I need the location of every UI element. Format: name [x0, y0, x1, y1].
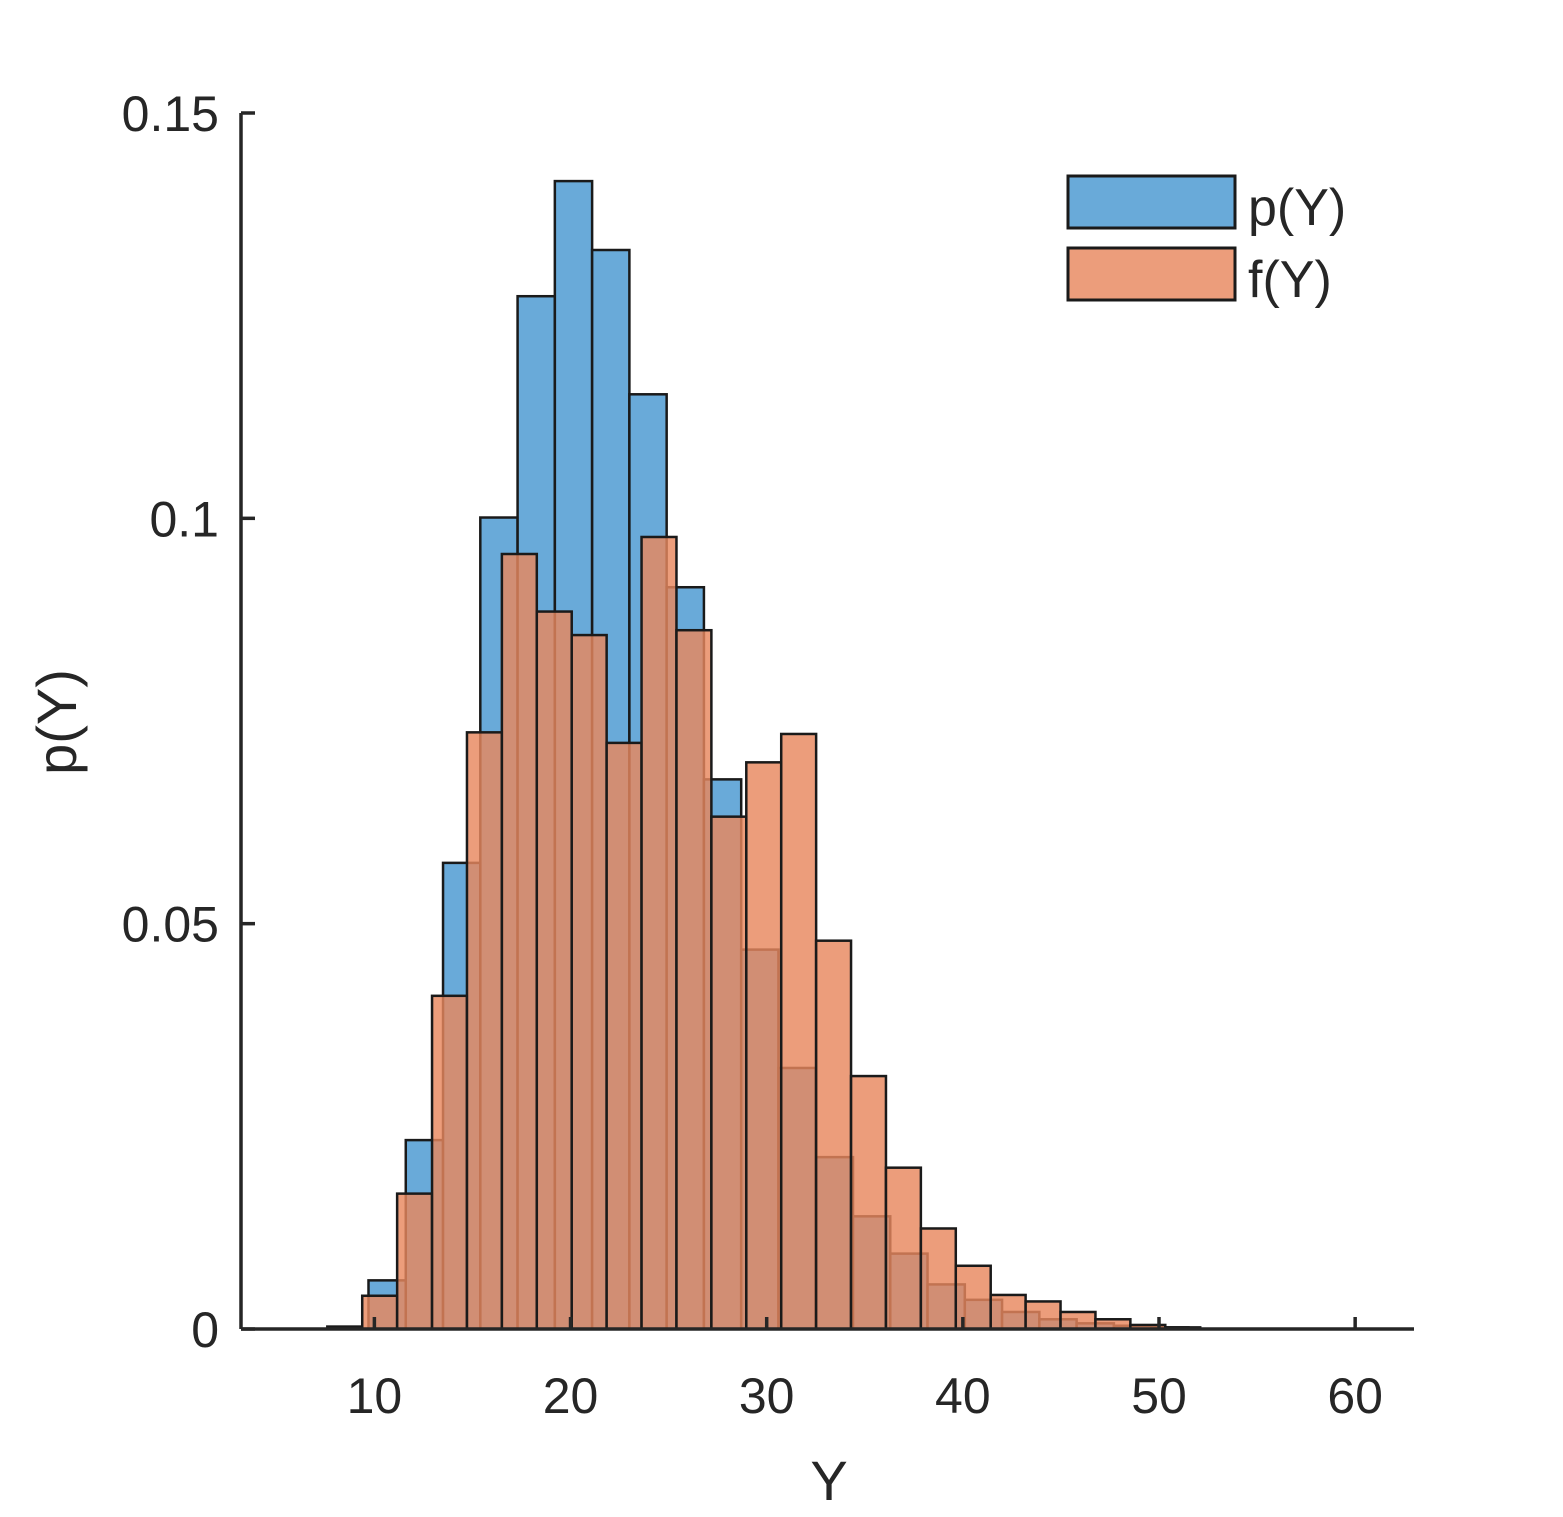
legend-swatch-p: [1066, 174, 1237, 230]
bars-layer: [326, 179, 1202, 1331]
bar: [779, 732, 818, 1331]
bar: [675, 628, 713, 1331]
bar: [430, 994, 469, 1331]
y-tick-label: 0: [191, 1302, 219, 1358]
axes-layer: [239, 113, 1414, 1331]
x-tick-label: 30: [739, 1368, 795, 1424]
x-axis-label: Y: [810, 1449, 847, 1512]
legend-label-f: f(Y): [1248, 251, 1332, 309]
bar: [954, 1264, 992, 1331]
y-tick-label: 0.15: [122, 86, 219, 142]
x-tick-label: 40: [935, 1368, 991, 1424]
legend-label-p: p(Y): [1248, 179, 1346, 237]
bar: [605, 741, 643, 1331]
bar: [919, 1227, 958, 1331]
y-tick-label: 0.05: [122, 897, 219, 953]
bar: [465, 731, 504, 1331]
bar: [745, 761, 783, 1331]
bar: [989, 1293, 1027, 1331]
x-tick-label: 20: [543, 1368, 599, 1424]
bar: [535, 610, 573, 1331]
bar: [884, 1166, 923, 1331]
legend: p(Y) f(Y): [1066, 174, 1346, 309]
x-tick-label: 50: [1131, 1368, 1187, 1424]
bar: [360, 1294, 399, 1331]
bar: [849, 1074, 888, 1331]
bar: [395, 1192, 434, 1331]
bar: [710, 815, 748, 1331]
bar: [640, 535, 678, 1331]
x-tick-label: 10: [347, 1368, 403, 1424]
x-tick-label: 60: [1327, 1368, 1383, 1424]
bar: [1059, 1310, 1097, 1331]
bar: [814, 939, 853, 1331]
bar: [500, 552, 539, 1331]
bar: [570, 633, 608, 1331]
legend-swatch-f: [1066, 246, 1237, 302]
ticks-layer: 10 20 30 40 50 60 0 0.05 0.1 0.15: [122, 86, 1383, 1424]
y-tick-label: 0.1: [149, 491, 219, 547]
bar: [1024, 1300, 1062, 1331]
series-f: [326, 535, 1202, 1331]
y-axis-label: p(Y): [25, 669, 88, 775]
